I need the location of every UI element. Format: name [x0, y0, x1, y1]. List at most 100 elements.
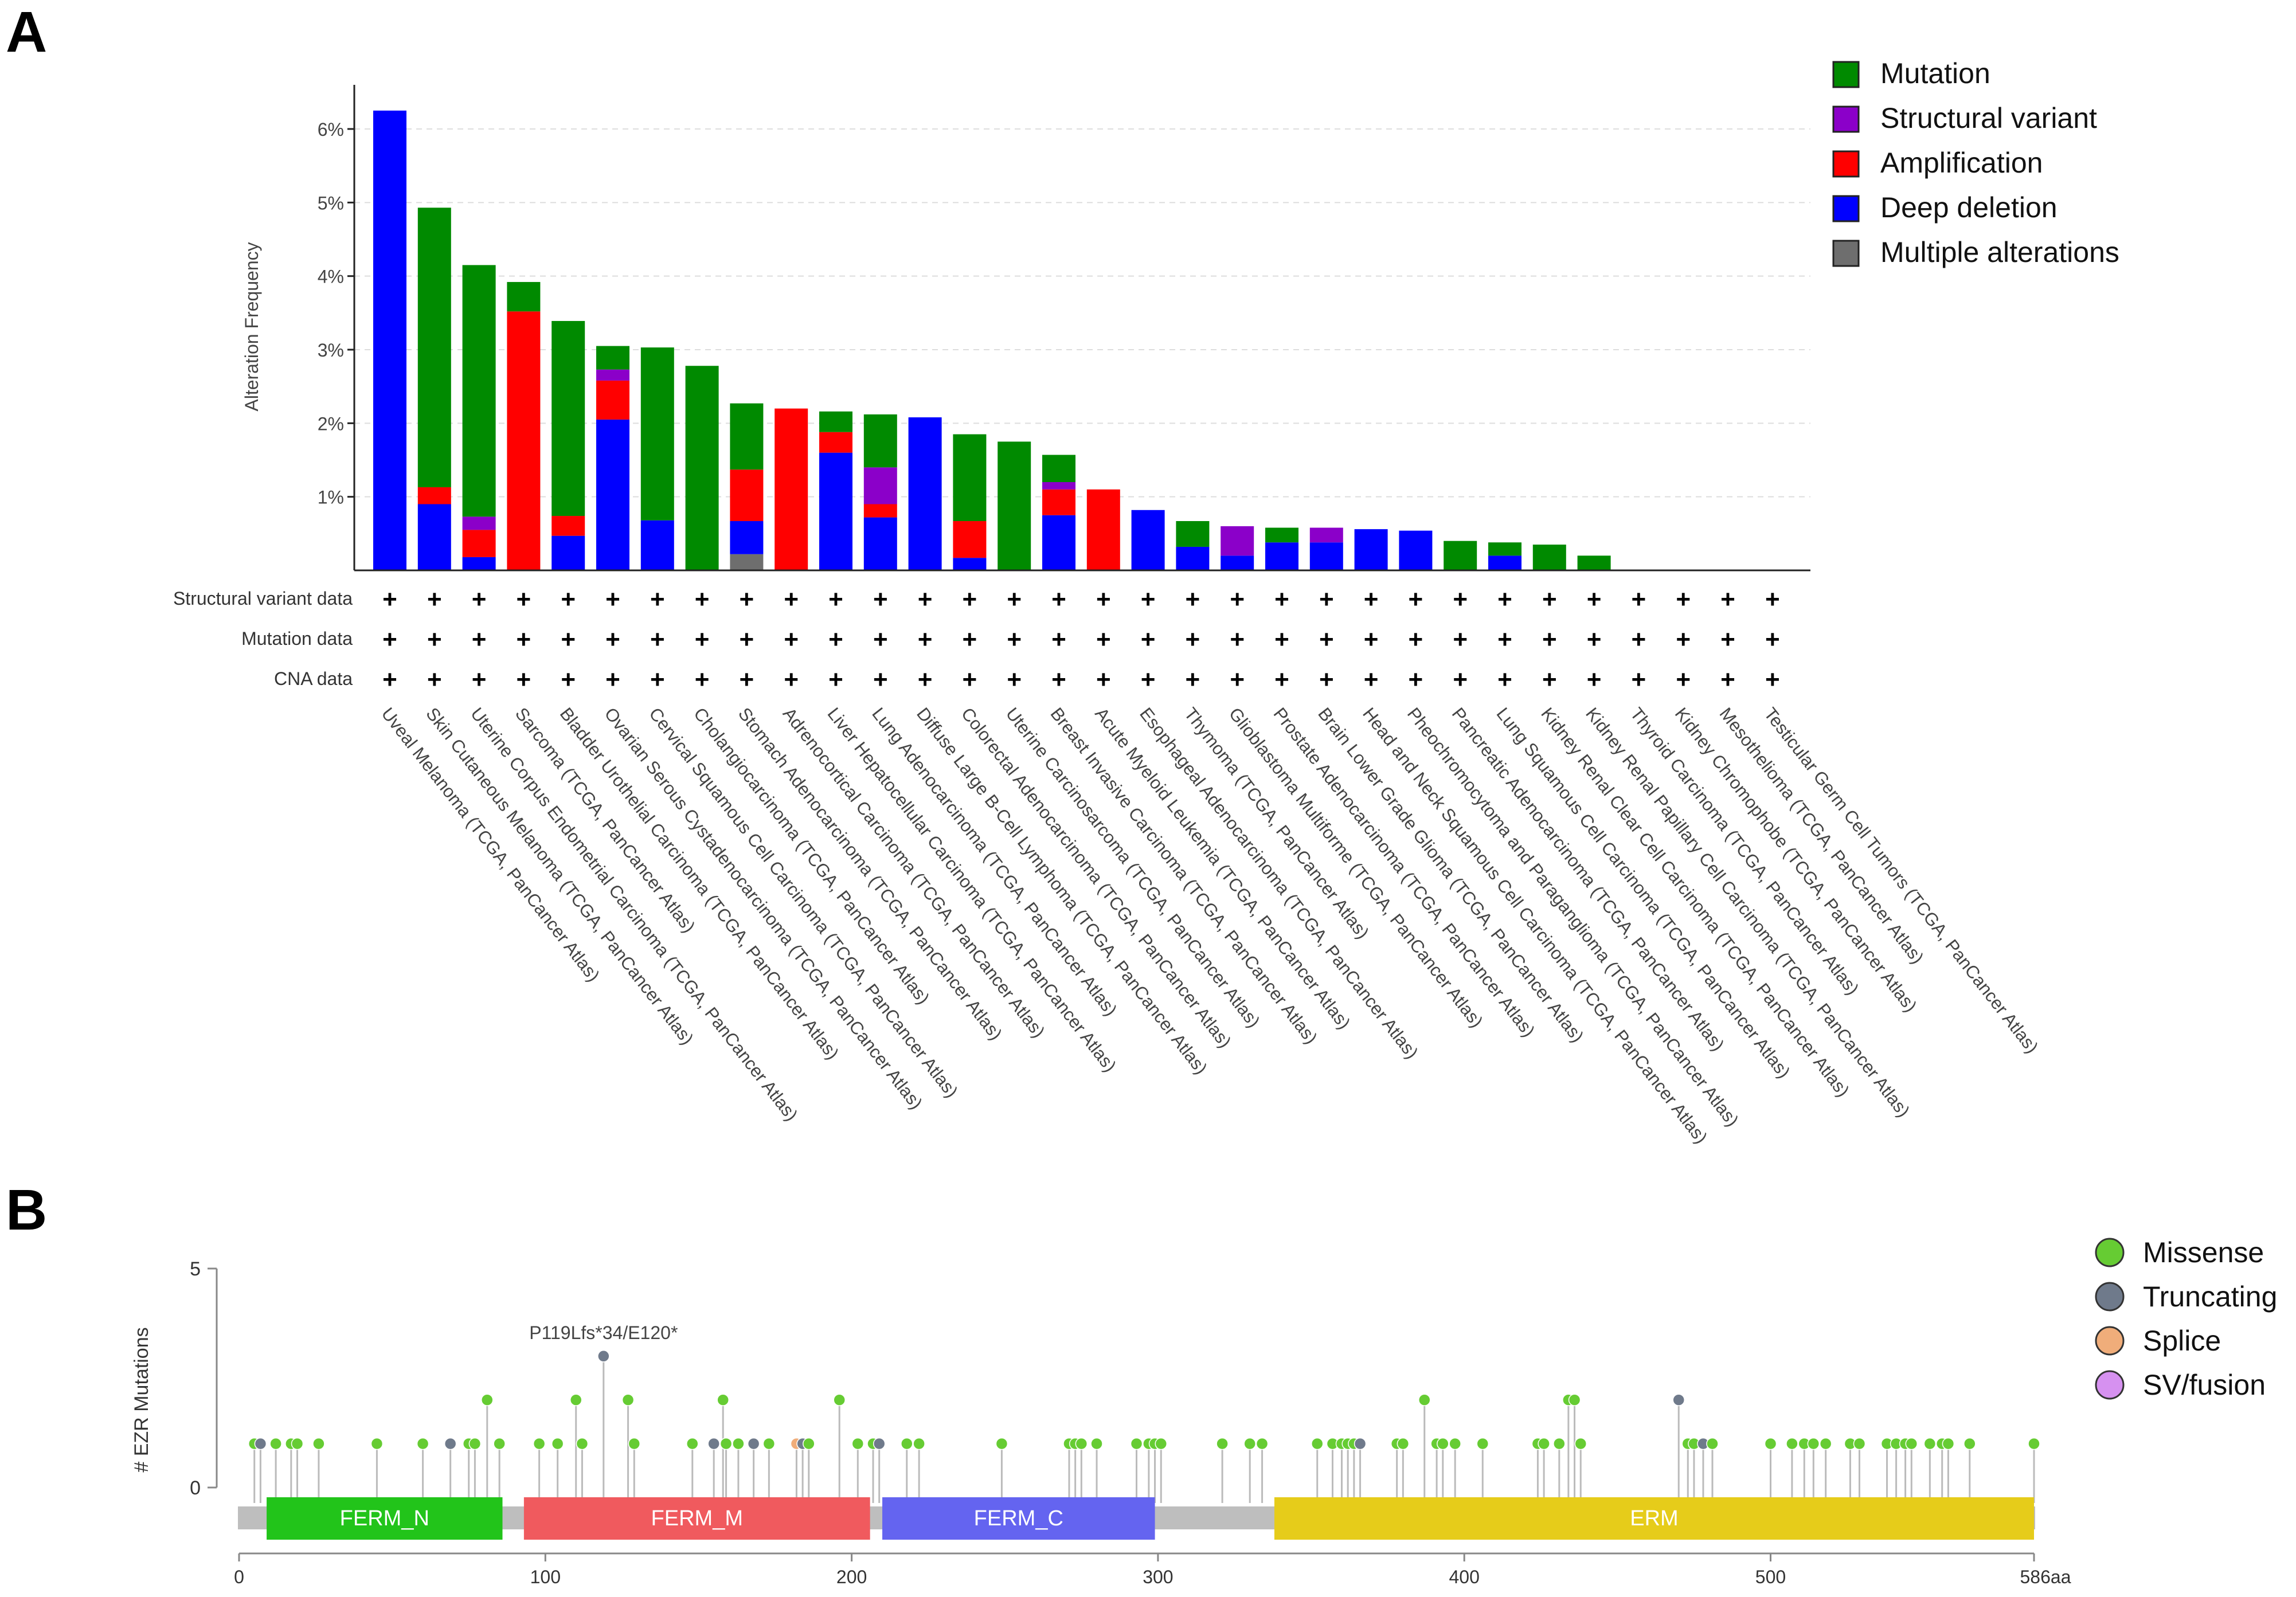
domain-ferm-n [267, 1497, 503, 1540]
profile-plus-icon: + [1141, 625, 1156, 653]
legend-swatch-mutation [1832, 61, 1860, 88]
domain-ferm-c [882, 1497, 1155, 1540]
profile-plus-icon: + [517, 666, 531, 694]
bar-amplification [462, 530, 496, 557]
profile-plus-icon: + [1141, 666, 1156, 694]
legend-dot-missense [2095, 1238, 2125, 1267]
profile-plus-icon: + [1051, 625, 1066, 653]
lollipop-missense [569, 1394, 582, 1406]
profile-plus-icon: + [382, 666, 397, 694]
y-tick-label: 6% [318, 119, 344, 140]
lollipop-missense [1437, 1437, 1449, 1450]
profile-plus-icon: + [382, 625, 397, 653]
profile-plus-icon: + [918, 666, 933, 694]
lollipop-x-ticks: 0 100 200 300 400 500 586aa [234, 1553, 2071, 1587]
lollipop-missense [1155, 1437, 1167, 1450]
lollipop-missense [1819, 1437, 1832, 1450]
lollipop-missense [1449, 1437, 1461, 1450]
bar-deep-deletion [953, 558, 987, 570]
lollipop-missense [1706, 1437, 1719, 1450]
lollipop-missense [1963, 1437, 1976, 1450]
profile-plus-icon: + [650, 585, 665, 613]
bar-structural-variant [1221, 526, 1254, 556]
lollipop-heads [248, 1350, 2040, 1450]
lollipop-legend: Missense Truncating Splice SV/fusion [2095, 1236, 2277, 1401]
lollipop-truncating [1354, 1437, 1367, 1450]
lollipop-missense [493, 1437, 506, 1450]
y-axis-label: Alteration Frequency [241, 242, 262, 411]
lollipop-missense [1574, 1437, 1587, 1450]
lollipop-missense [1476, 1437, 1489, 1450]
lollipop-stems [253, 1356, 2035, 1503]
lollipop-missense [1075, 1437, 1088, 1450]
bar-deep-deletion [640, 520, 674, 570]
panel-label-b: B [6, 1178, 47, 1242]
lollipop-missense [1786, 1437, 1798, 1450]
domain-label: FERM_M [651, 1506, 743, 1531]
legend-dot-sv-fusion [2095, 1370, 2125, 1400]
bar-mutation [1265, 527, 1298, 543]
profile-plus-icon: + [963, 585, 977, 613]
lollipop-missense [1807, 1437, 1820, 1450]
bar-amplification [775, 408, 808, 570]
profile-plus-icon: + [1409, 666, 1423, 694]
legend-label: Missense [2143, 1236, 2264, 1269]
legend-label: Multiple alterations [1880, 236, 2119, 268]
lollipop-missense [1553, 1437, 1566, 1450]
lollipop-missense [2028, 1437, 2040, 1450]
profile-plus-icon: + [918, 585, 933, 613]
bar-mutation [417, 208, 451, 487]
bar-deep-deletion [730, 521, 764, 554]
legend-label: Splice [2143, 1325, 2221, 1357]
legend-label: Deep deletion [1880, 191, 2058, 224]
profile-plus-icon: + [1632, 625, 1646, 653]
bar-deep-deletion [1131, 510, 1165, 570]
legend-label: Truncating [2143, 1281, 2277, 1313]
lollipop-missense [1905, 1437, 1918, 1450]
lollipop-missense [269, 1437, 282, 1450]
bars-layer [373, 110, 1611, 570]
lollipop-truncating [444, 1437, 457, 1450]
profile-plus-icon: + [517, 585, 531, 613]
lollipop-y-axis-label: # EZR Mutations [131, 1327, 152, 1472]
lollipop-missense [533, 1437, 546, 1450]
mutation-annotation: P119Lfs*34/E120* [529, 1322, 678, 1343]
profile-plus-icon: + [1542, 666, 1557, 694]
profile-plus-icon: + [1497, 625, 1512, 653]
profile-plus-icon: + [1051, 666, 1066, 694]
profile-plus-icon: + [1765, 585, 1780, 613]
lollipop-truncating [254, 1437, 267, 1450]
bar-amplification [551, 516, 585, 536]
profile-plus-icon: + [1007, 585, 1022, 613]
lollipop-missense [851, 1437, 865, 1450]
profile-plus-icon: + [828, 666, 843, 694]
profile-plus-icon: + [650, 625, 665, 653]
lollipop-missense [1764, 1437, 1777, 1450]
lollipop-missense [416, 1437, 429, 1450]
bar-amplification [1086, 489, 1120, 570]
lollipop-x-max-label: 586aa [2020, 1567, 2071, 1587]
profile-row-label: Structural variant data [173, 588, 353, 609]
legend-dot-truncating [2095, 1282, 2125, 1312]
profile-plus-icon: + [740, 666, 754, 694]
lollipop-missense [1130, 1437, 1143, 1450]
bar-deep-deletion [417, 504, 451, 570]
bar-mutation [863, 414, 897, 468]
profile-row-label: Mutation data [241, 628, 353, 649]
lollipop-missense [719, 1437, 733, 1450]
profile-rows: Structural variant data + + + + + + + + + + + + + + + + +… [173, 585, 1780, 694]
bar-mutation [596, 346, 629, 370]
lollipop-missense [481, 1394, 494, 1406]
y-tick-label: 2% [318, 413, 344, 434]
bar-deep-deletion [1176, 546, 1210, 570]
bar-mutation [1532, 545, 1566, 570]
profile-plus-icon: + [1319, 585, 1334, 613]
profile-plus-icon: + [1720, 585, 1735, 613]
profile-plus-icon: + [1676, 666, 1691, 694]
lollipop-x-tick-label: 100 [530, 1567, 561, 1587]
bar-deep-deletion [551, 535, 585, 570]
bar-deep-deletion [1221, 555, 1254, 570]
profile-plus-icon: + [1453, 666, 1468, 694]
profile-plus-icon: + [1364, 585, 1379, 613]
